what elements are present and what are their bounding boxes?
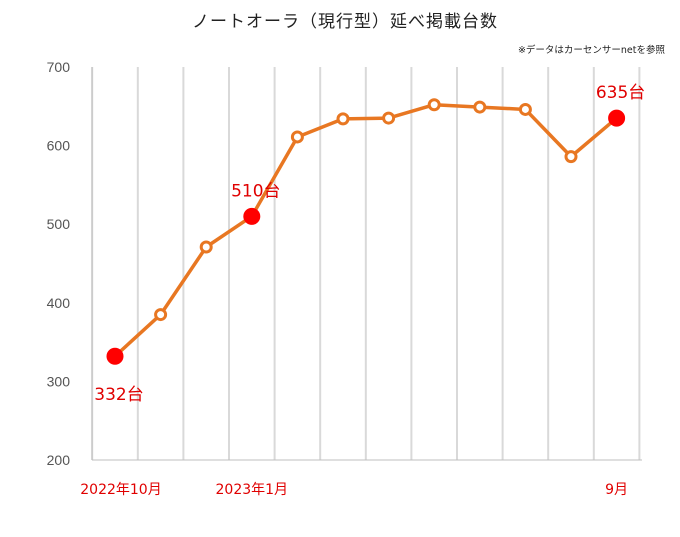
data-point: [154, 308, 168, 322]
data-label: 635台: [596, 83, 645, 103]
y-tick-label: 700: [47, 59, 71, 75]
data-point: [473, 100, 487, 114]
data-label: 332台: [94, 385, 143, 405]
y-axis-ticks: 200 300 400 500 600 700: [47, 59, 71, 468]
source-note: ※データはカーセンサーnetを参照: [518, 44, 666, 56]
data-point: [290, 130, 304, 144]
highlight-point: [106, 347, 124, 365]
highlight-point: [243, 207, 261, 225]
series-line: [113, 102, 619, 358]
data-point: [382, 111, 396, 125]
x-axis-ticks: 2022年10月 2023年1月 9月: [80, 482, 628, 498]
data-point: [199, 240, 213, 254]
axes: [91, 67, 642, 461]
highlight-point: [608, 109, 626, 127]
x-tick-label: 2022年10月: [80, 482, 161, 498]
data-point: [427, 98, 441, 112]
y-tick-label: 200: [47, 452, 71, 468]
y-tick-label: 600: [47, 138, 71, 154]
data-point: [518, 102, 532, 116]
y-tick-label: 400: [47, 295, 71, 311]
series-sales: [106, 98, 626, 365]
data-point: [336, 112, 350, 126]
data-label: 510台: [231, 181, 280, 201]
x-tick-label: 9月: [605, 482, 628, 498]
y-tick-label: 500: [47, 216, 71, 232]
x-tick-label: 2023年1月: [216, 482, 289, 498]
chart-title: ノートオーラ（現行型）延べ掲載台数: [192, 12, 498, 32]
data-point: [564, 150, 578, 164]
grid-lines: [91, 67, 641, 460]
data-labels: 332台 510台 635台: [94, 83, 645, 405]
y-tick-label: 300: [47, 373, 71, 389]
